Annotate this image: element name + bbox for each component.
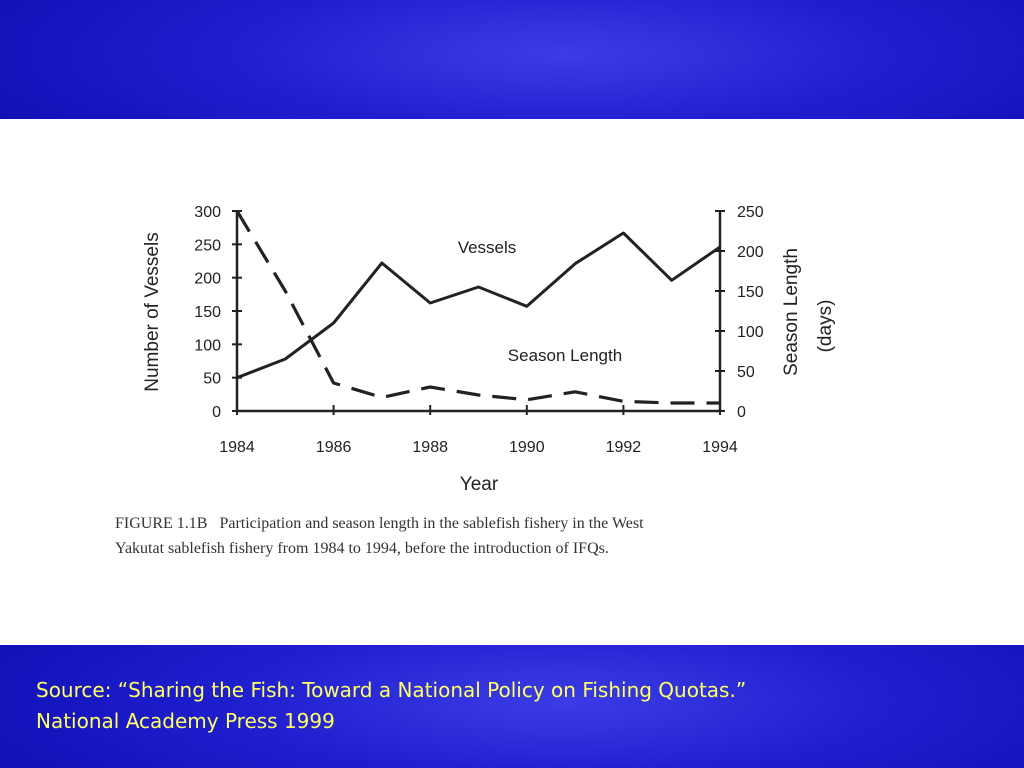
left-tick-label: 300: [194, 204, 221, 221]
left-tick-label: 50: [203, 371, 221, 388]
left-tick-label: 0: [212, 404, 221, 421]
source-line2: National Academy Press 1999: [36, 709, 335, 733]
left-tick-label: 100: [194, 337, 221, 354]
top-banner: [0, 0, 1024, 119]
left-tick-label: 250: [194, 237, 221, 254]
chart-labels: 0 50 100 150 200 250 300 0 50 100 150 200 250 1984 198…: [142, 204, 836, 495]
vessels-series-label: Vessels: [458, 238, 517, 257]
left-axis-title: Number of Vessels: [142, 232, 163, 391]
x-axis-title: Year: [460, 474, 499, 495]
right-tick-label: 0: [737, 404, 746, 421]
x-tick-label: 1992: [606, 439, 642, 456]
x-tick-label: 1994: [702, 439, 738, 456]
chart-series: [235, 210, 721, 405]
right-axis-title-line1: Season Length: [781, 248, 802, 376]
x-tick-label: 1988: [412, 439, 448, 456]
x-tick-label: 1986: [316, 439, 352, 456]
figure-caption-line2: Yakutat sablefish fishery from 1984 to 1…: [115, 540, 609, 557]
source-line1: Source: “Sharing the Fish: Toward a Nati…: [36, 678, 747, 702]
bottom-banner: [0, 645, 1024, 768]
source-citation: Source: “Sharing the Fish: Toward a Nati…: [36, 675, 996, 737]
x-tick-label: 1990: [509, 439, 545, 456]
right-tick-label: 200: [737, 244, 764, 261]
season-length-line: [235, 210, 720, 405]
left-tick-label: 150: [194, 304, 221, 321]
vessels-line: [236, 231, 721, 380]
right-tick-label: 100: [737, 324, 764, 341]
season-length-series-label: Season Length: [508, 346, 622, 365]
right-tick-label: 50: [737, 364, 755, 381]
figure-caption-line1: FIGURE 1.1B Participation and season len…: [115, 515, 644, 532]
x-tick-label: 1984: [219, 439, 255, 456]
left-tick-label: 200: [194, 271, 221, 288]
right-tick-label: 150: [737, 284, 764, 301]
right-axis-title-line2: (days): [815, 300, 836, 353]
right-tick-label: 250: [737, 204, 764, 221]
figure-chart: 0 50 100 150 200 250 300 0 50 100 150 200 250 1984 198…: [115, 204, 836, 557]
